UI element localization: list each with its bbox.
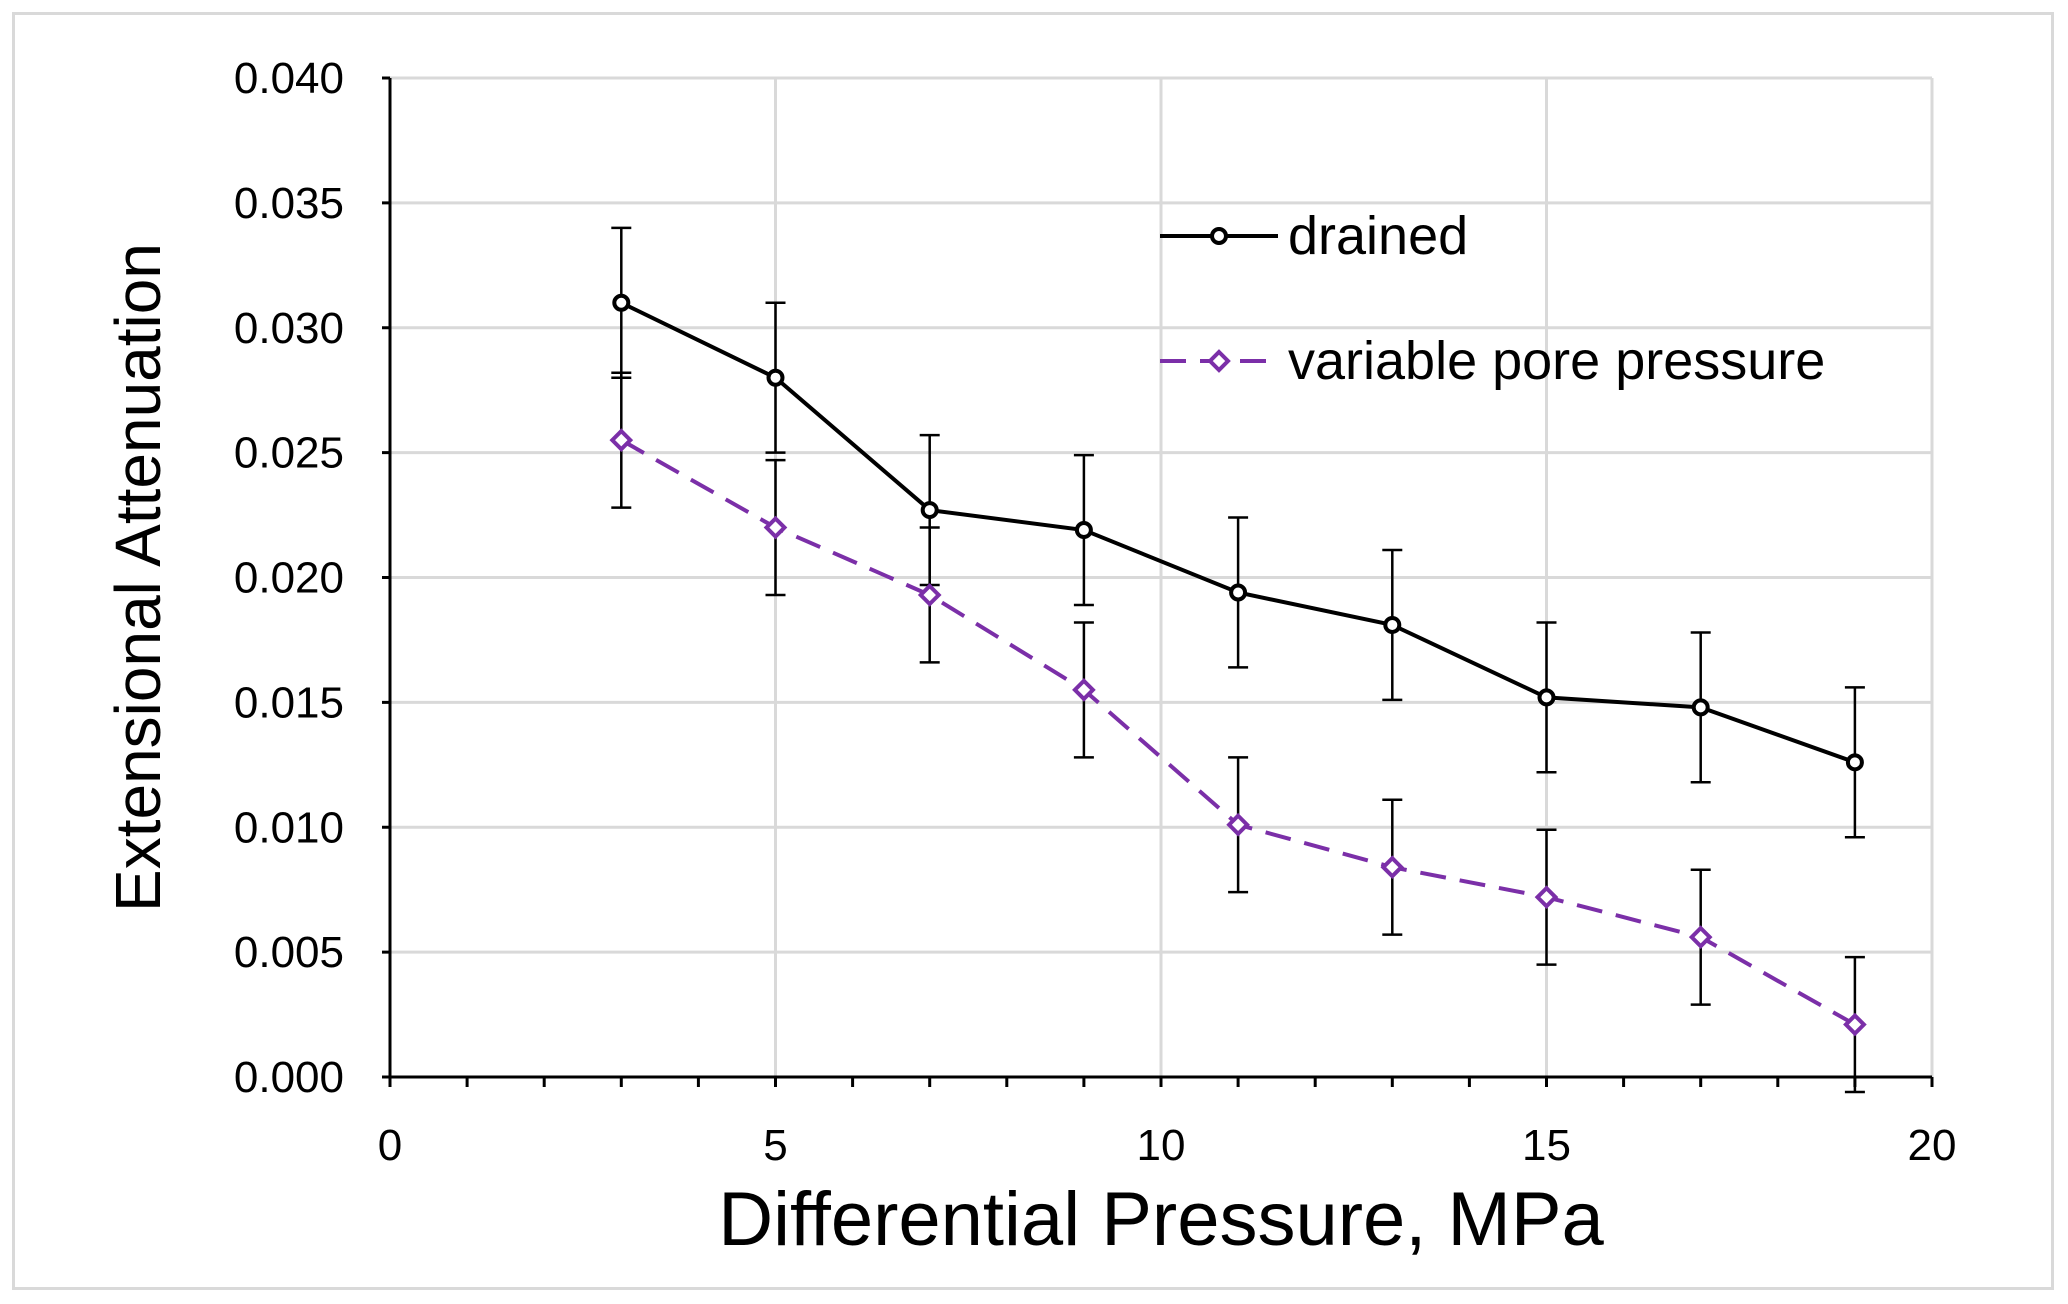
x-tick-labels: 0 5 10 15 20 <box>378 1121 1957 1170</box>
data-point <box>766 368 785 387</box>
legend-item: drained <box>1160 206 1468 266</box>
data-point <box>1207 349 1231 373</box>
legend-item: variable pore pressure <box>1160 331 1825 391</box>
y-tick-label: 0.020 <box>234 554 344 603</box>
y-tick-label: 0.030 <box>234 304 344 353</box>
data-point <box>1537 688 1556 707</box>
y-tick-label: 0.040 <box>234 54 344 103</box>
data-point <box>1226 812 1250 837</box>
y-axis-title: Extensional Attenuation <box>102 243 174 912</box>
data-point <box>1210 227 1228 245</box>
data-point <box>609 428 634 452</box>
data-point <box>612 293 631 312</box>
data-point <box>1383 615 1402 634</box>
x-tick-label: 20 <box>1908 1121 1957 1170</box>
data-point <box>1074 521 1093 540</box>
x-tick-label: 15 <box>1522 1121 1571 1170</box>
y-tick-label: 0.025 <box>234 429 344 478</box>
data-point <box>1534 885 1559 910</box>
x-tick-label: 5 <box>763 1121 787 1170</box>
data-point <box>1380 855 1405 880</box>
data-point <box>1072 678 1096 702</box>
y-tick-label: 0.005 <box>234 928 344 977</box>
x-tick-label: 10 <box>1137 1121 1186 1170</box>
data-point <box>1691 698 1710 717</box>
y-tick-label: 0.000 <box>234 1053 344 1102</box>
y-tick-label: 0.035 <box>234 179 344 228</box>
series-drained <box>611 226 1865 839</box>
data-point <box>917 583 942 607</box>
data-point <box>920 501 939 520</box>
data-point <box>1688 925 1713 949</box>
data-point <box>1845 753 1864 772</box>
y-tick-label: 0.010 <box>234 803 344 852</box>
y-tick-label: 0.015 <box>234 678 344 727</box>
y-tick-labels: 0.000 0.005 0.010 0.015 0.020 0.025 0.030 0.035… <box>234 54 344 1102</box>
x-axis-title: Differential Pressure, MPa <box>718 1177 1604 1262</box>
x-tick-label: 0 <box>378 1121 402 1170</box>
series-variable-pore-pressure <box>609 371 1867 1094</box>
legend-label: variable pore pressure <box>1288 331 1825 391</box>
data-point <box>1229 583 1248 602</box>
legend-label: drained <box>1288 206 1468 266</box>
series-layer <box>609 226 1867 1094</box>
data-point <box>1843 1012 1867 1037</box>
data-point <box>763 515 788 540</box>
legend: drained variable pore pressure <box>1160 206 1825 391</box>
